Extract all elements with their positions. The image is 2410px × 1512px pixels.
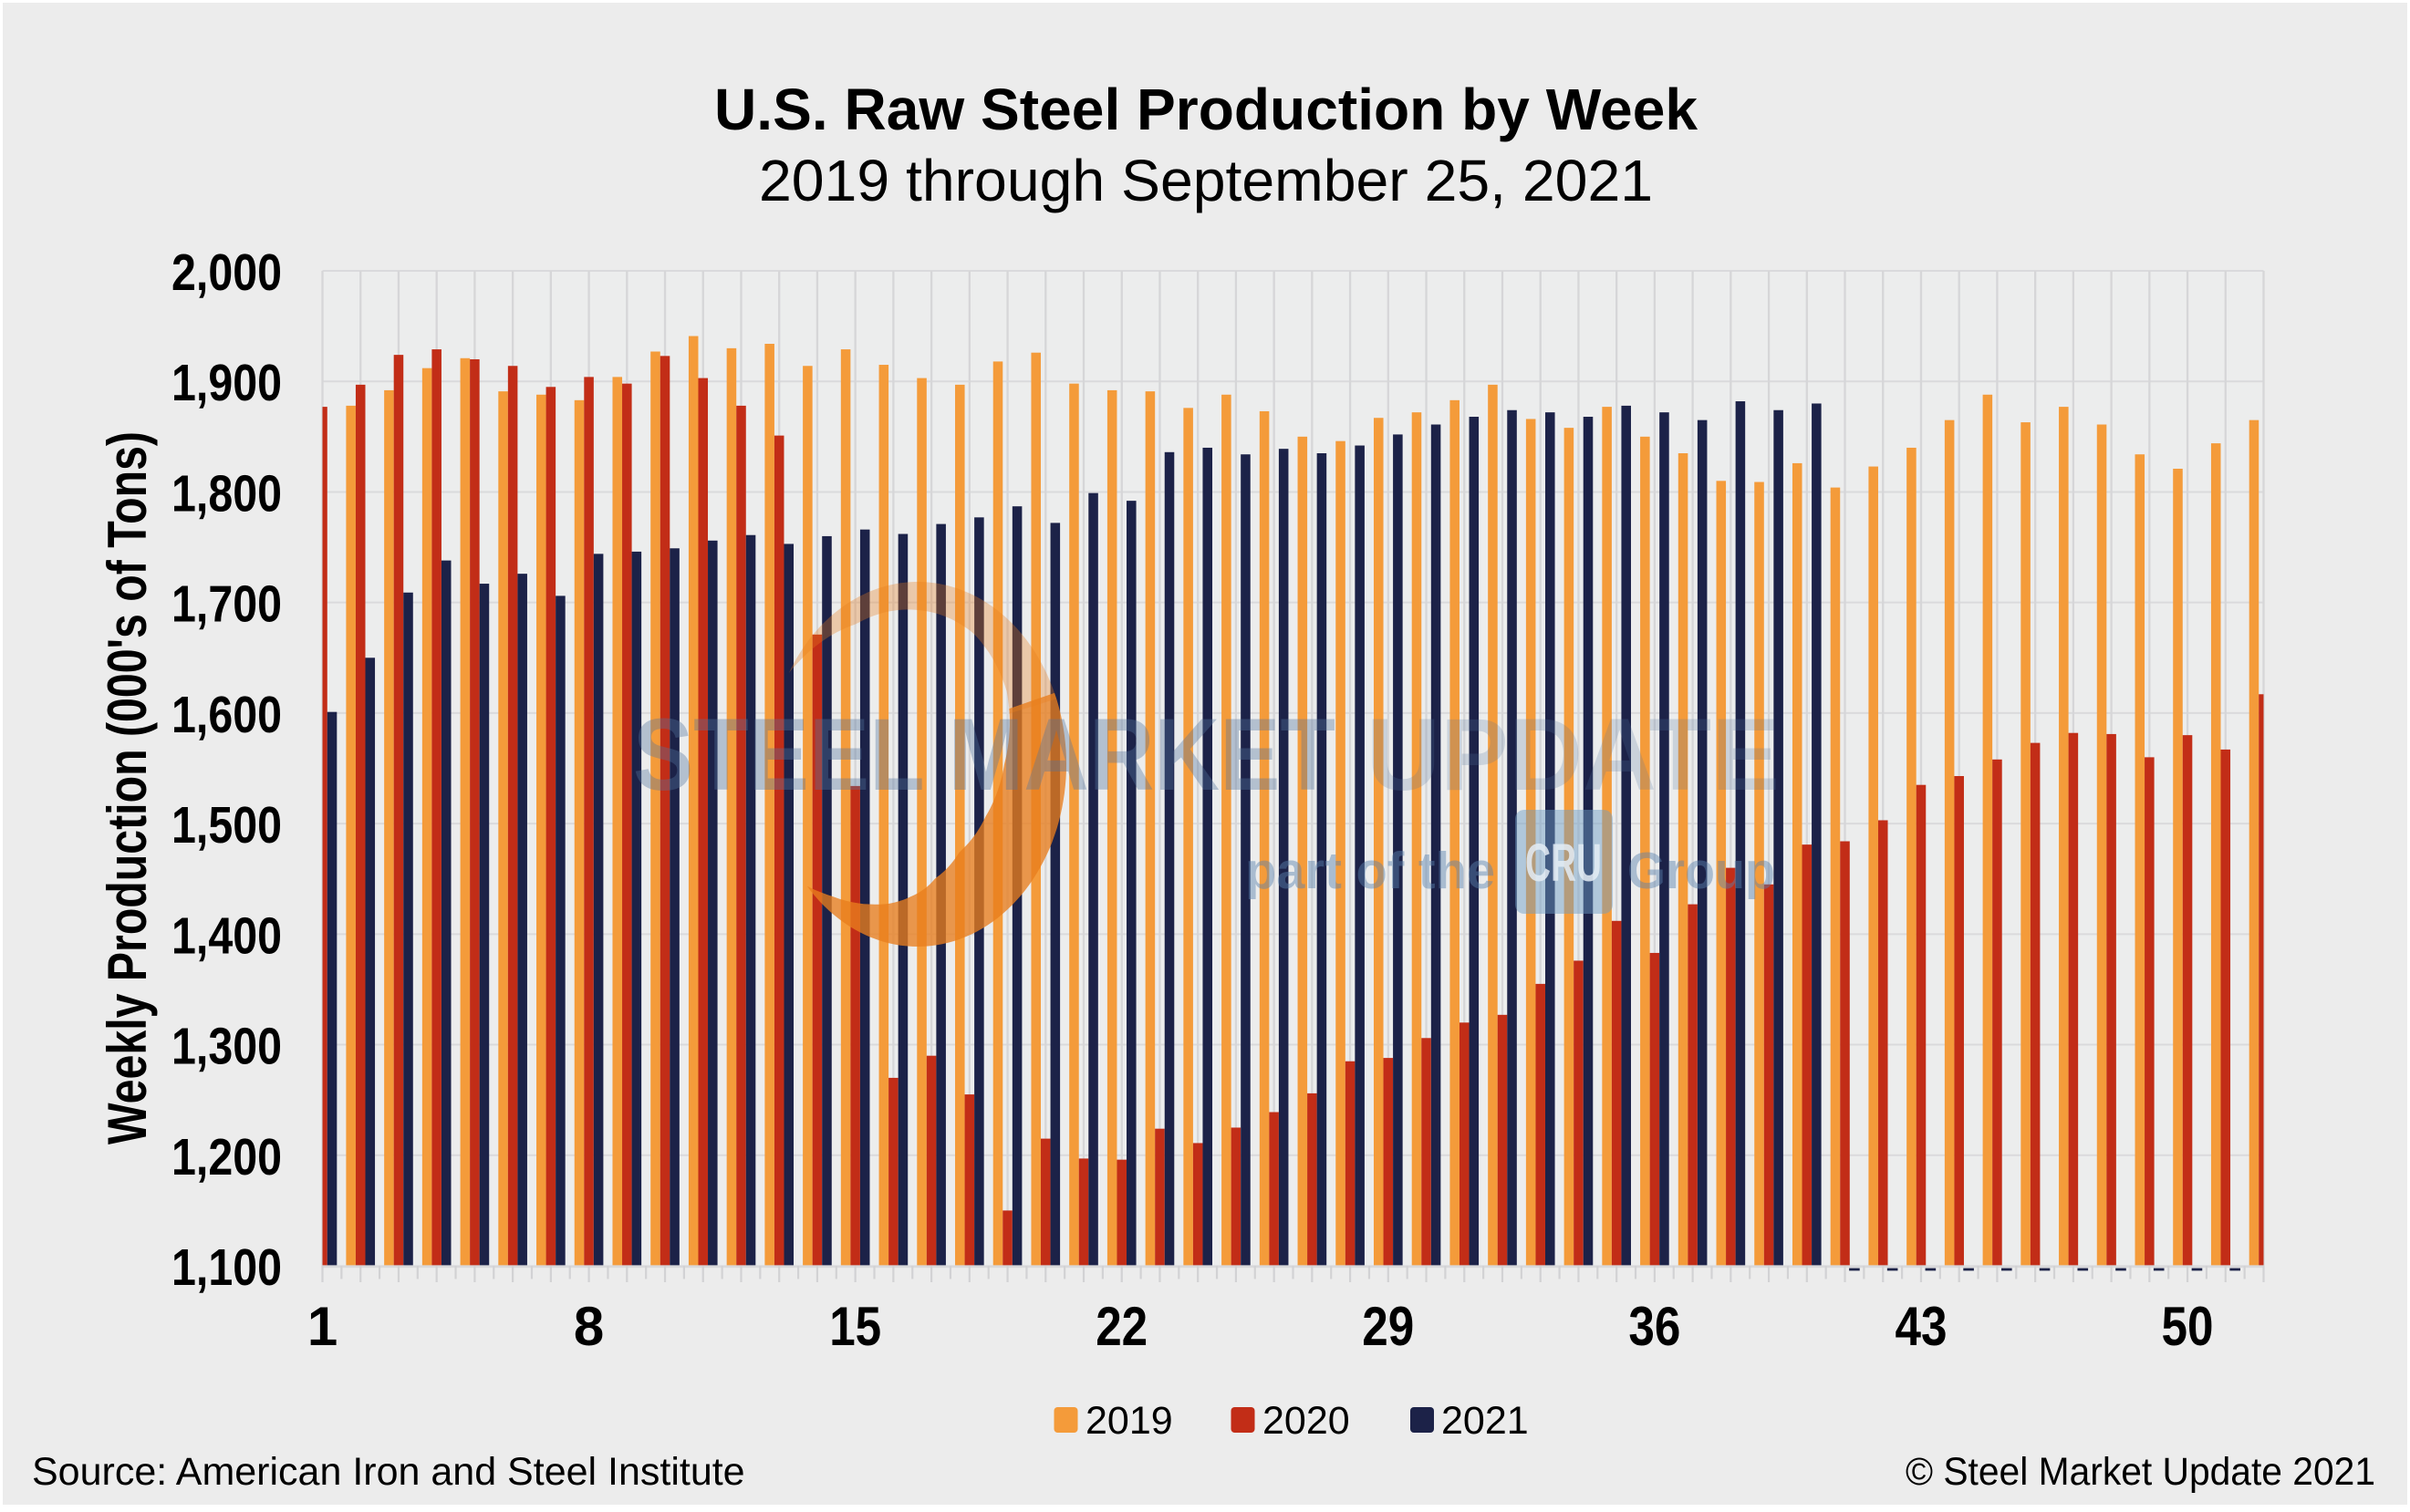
- svg-text:part of the: part of the: [1245, 842, 1495, 900]
- svg-text:Weekly Production (000's of To: Weekly Production (000's of Tons): [97, 431, 158, 1144]
- svg-text:© Steel Market Update 2021: © Steel Market Update 2021: [1906, 1450, 2375, 1494]
- svg-text:29: 29: [1362, 1296, 1414, 1357]
- svg-text:2019: 2019: [1086, 1399, 1173, 1443]
- svg-text:8: 8: [574, 1296, 604, 1357]
- svg-text:43: 43: [1896, 1296, 1948, 1357]
- svg-text:STEEL MARKET: STEEL MARKET: [633, 698, 1335, 812]
- svg-text:22: 22: [1096, 1296, 1148, 1357]
- svg-text:1,800: 1,800: [171, 464, 282, 523]
- svg-text:1: 1: [307, 1296, 338, 1357]
- svg-text:1,500: 1,500: [171, 796, 282, 854]
- svg-text:1,200: 1,200: [171, 1128, 282, 1186]
- svg-text:1,100: 1,100: [171, 1238, 282, 1297]
- svg-text:1,900: 1,900: [171, 354, 282, 412]
- svg-text:1,700: 1,700: [171, 575, 282, 634]
- svg-text:U.S. Raw Steel Production by W: U.S. Raw Steel Production by Week: [714, 77, 1698, 142]
- svg-text:UPDATE: UPDATE: [1366, 698, 1780, 812]
- svg-text:2021: 2021: [1441, 1399, 1529, 1443]
- svg-text:2020: 2020: [1262, 1399, 1350, 1443]
- svg-text:2019 through September 25, 202: 2019 through September 25, 2021: [759, 148, 1653, 213]
- svg-text:15: 15: [829, 1296, 881, 1357]
- svg-text:50: 50: [2162, 1296, 2214, 1357]
- svg-text:Group: Group: [1627, 842, 1775, 900]
- svg-text:1,400: 1,400: [171, 906, 282, 965]
- svg-text:1,300: 1,300: [171, 1018, 282, 1076]
- svg-text:CRU: CRU: [1525, 834, 1602, 893]
- svg-text:1,600: 1,600: [171, 686, 282, 744]
- svg-text:36: 36: [1628, 1296, 1680, 1357]
- svg-text:Source: American Iron and Stee: Source: American Iron and Steel Institut…: [32, 1450, 745, 1494]
- svg-text:2,000: 2,000: [171, 243, 282, 302]
